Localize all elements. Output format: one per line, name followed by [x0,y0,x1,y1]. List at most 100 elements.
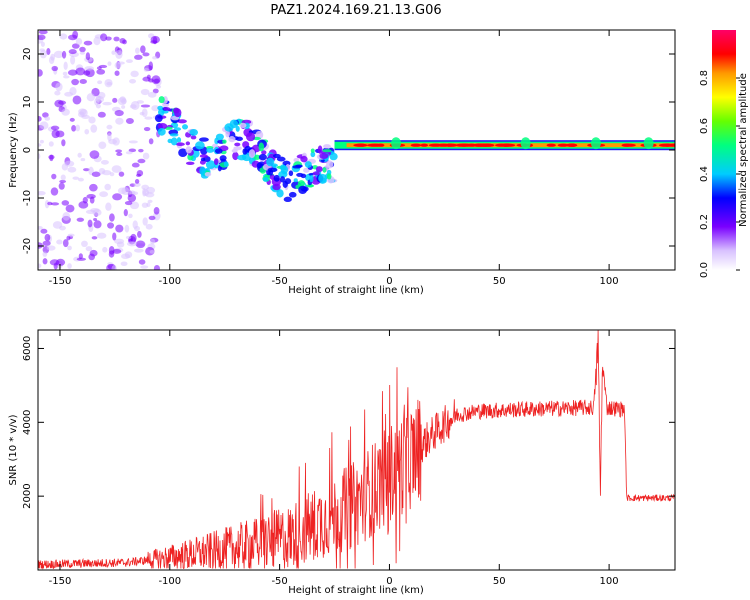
spectrogram-blob [125,235,132,240]
spectrogram-blob [157,105,164,111]
spectrogram-blob [96,232,107,239]
spectrogram-blob [58,182,65,190]
spectrogram-blob [136,173,142,178]
spectrogram-tone-peak [621,143,636,147]
spectrogram-y-tick-label: -20 [22,238,33,254]
spectrogram-blob [111,165,122,173]
spectrogram-blob [49,259,60,266]
spectrogram-blob [67,263,72,269]
spectrogram-blob [44,116,51,121]
spectrogram-blob [46,48,51,55]
spectrogram-blob [76,217,85,222]
spectrogram-blob [147,91,157,98]
spectrogram-y-ticks: -20 -10 0 10 20 [22,48,675,254]
spectrogram-blob [158,108,165,117]
spectrogram-blob [169,133,179,137]
spectrogram-blob [118,171,125,177]
spectrogram-blob [84,66,94,71]
spectrogram-blob [78,253,83,260]
spectrogram-blob [158,96,165,104]
figure-title: PAZ1.2024.169.21.13.G06 [270,3,441,18]
spectrogram-x-label: Height of straight line (km) [288,285,424,296]
spectrogram-blob [83,40,93,46]
spectrogram-blob [67,166,77,173]
spectrogram-tone-bump [520,137,531,150]
spectrogram-blob [284,178,292,185]
spectrogram-blob [185,141,191,146]
spectrogram-blob [39,139,44,144]
spectrogram-blob [94,98,99,106]
spectrogram-blob [318,173,327,183]
spectrogram-blob [106,81,113,86]
spectrogram-blob [283,196,292,203]
spectrogram-blob [93,36,101,46]
spectrogram-tone-bump [391,137,402,150]
spectrogram-blob [189,129,199,136]
spectrogram-blob [120,261,128,267]
spectrogram-blob [131,162,140,168]
spectrogram-blob [115,50,123,59]
spectrogram-blob [38,143,42,147]
spectrogram-blob [303,167,310,173]
spectrogram-tone-peak [663,143,674,147]
spectrogram-blob [140,88,150,96]
spectrogram-blob [50,125,60,131]
spectrogram-blob [116,241,125,248]
spectrogram-blob [80,157,86,162]
spectrogram-blob [72,30,79,39]
spectrogram-x-tick-label: -100 [158,276,181,287]
spectrogram-y-label: Frequency (Hz) [8,112,19,188]
spectrogram-tone-peak [355,143,367,147]
spectrogram-blob [90,207,100,213]
spectrogram-blob [44,200,50,209]
spectrogram-tone-peak [546,143,556,147]
spectrogram-blob [84,128,90,135]
spectrogram-blob [87,219,93,228]
spectrogram-blob [140,265,149,269]
spectrogram-blob [190,135,197,140]
spectrogram-blob [258,142,265,152]
spectrogram-blob [69,86,77,96]
spectrogram-blob [142,76,151,82]
spectrogram-blob [149,250,155,254]
spectrogram-blob [107,132,112,142]
colorbar-ticks: 0.0 0.2 0.4 0.6 0.8 [699,70,740,278]
spectrogram-blob [72,95,82,105]
spectrogram-blob [315,166,323,173]
snr-x-tick-label: -50 [271,576,287,587]
spectrogram-blob [93,220,102,229]
spectrogram-blob [75,67,86,76]
spectrogram-blob [141,108,148,118]
spectrogram-blob [293,178,298,183]
spectrogram-blob [297,180,306,187]
snr-y-tick-label: 6000 [22,336,33,361]
spectrogram-tone-peak [502,143,510,147]
spectrogram-blob [98,141,107,150]
spectrogram-blob [59,33,68,40]
spectrogram-blob [109,213,115,222]
spectrogram-blob [124,251,133,259]
spectrogram-blob [235,136,243,142]
spectrogram-blob [293,157,300,163]
spectrogram-blob [127,194,137,203]
spectrogram-blob [215,133,224,141]
spectrogram-blob [97,80,103,85]
spectrogram-blob [200,157,206,162]
spectrogram-blob [304,161,312,168]
spectrogram-blob [205,160,216,169]
spectrogram-tone-peak [565,143,578,147]
spectrogram-blob [219,155,227,161]
spectrogram-blob [130,70,139,78]
spectrogram-blob [153,78,160,84]
spectrogram-blob [298,185,308,195]
snr-x-tick-label: 50 [493,576,506,587]
spectrogram-tone-bump [590,137,601,150]
spectrogram-blob [288,191,297,198]
spectrogram-blob [104,183,112,191]
snr-x-tick-label: -100 [158,576,181,587]
spectrogram-blob [75,124,81,132]
spectrogram-blob [62,212,71,221]
colorbar-tick-label: 0.8 [699,70,710,86]
spectrogram-blob [125,117,134,124]
